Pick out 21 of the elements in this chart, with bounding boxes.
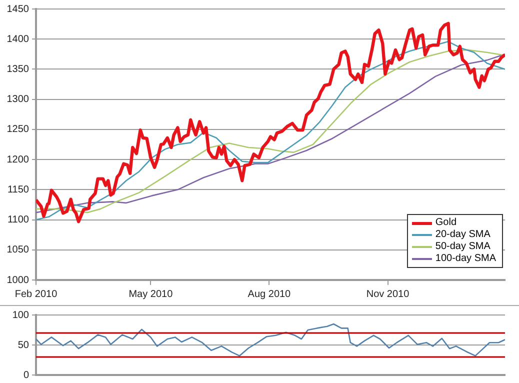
legend-label: 100-day SMA — [435, 253, 496, 265]
y-tick-label: 1250 — [6, 124, 30, 136]
y-tick-label: 1150 — [7, 184, 30, 196]
y-tick-label: 1200 — [6, 154, 30, 166]
legend-label: 50-day SMA — [435, 241, 490, 253]
x-tick-label: Nov 2010 — [366, 288, 410, 300]
y-tick-label: 1450 — [6, 4, 30, 15]
y-tick-label: 1350 — [6, 64, 30, 75]
y-tick-label: 50 — [18, 340, 30, 351]
y-tick-label: 0 — [23, 370, 30, 381]
y-tick-label: 1000 — [6, 274, 30, 286]
x-tick-label: May 2010 — [128, 288, 174, 300]
x-tick-label: Feb 2010 — [14, 288, 58, 300]
x-tick-label: Aug 2010 — [248, 288, 292, 300]
y-tick-label: 1400 — [6, 34, 30, 45]
y-tick-label: 100 — [12, 310, 30, 321]
y-tick-label: 1050 — [6, 244, 30, 256]
y-tick-label: 1300 — [6, 94, 30, 106]
legend-label: 20-day SMA — [435, 229, 490, 241]
legend-label: Gold — [435, 217, 457, 229]
y-tick-label: 1100 — [7, 214, 30, 226]
